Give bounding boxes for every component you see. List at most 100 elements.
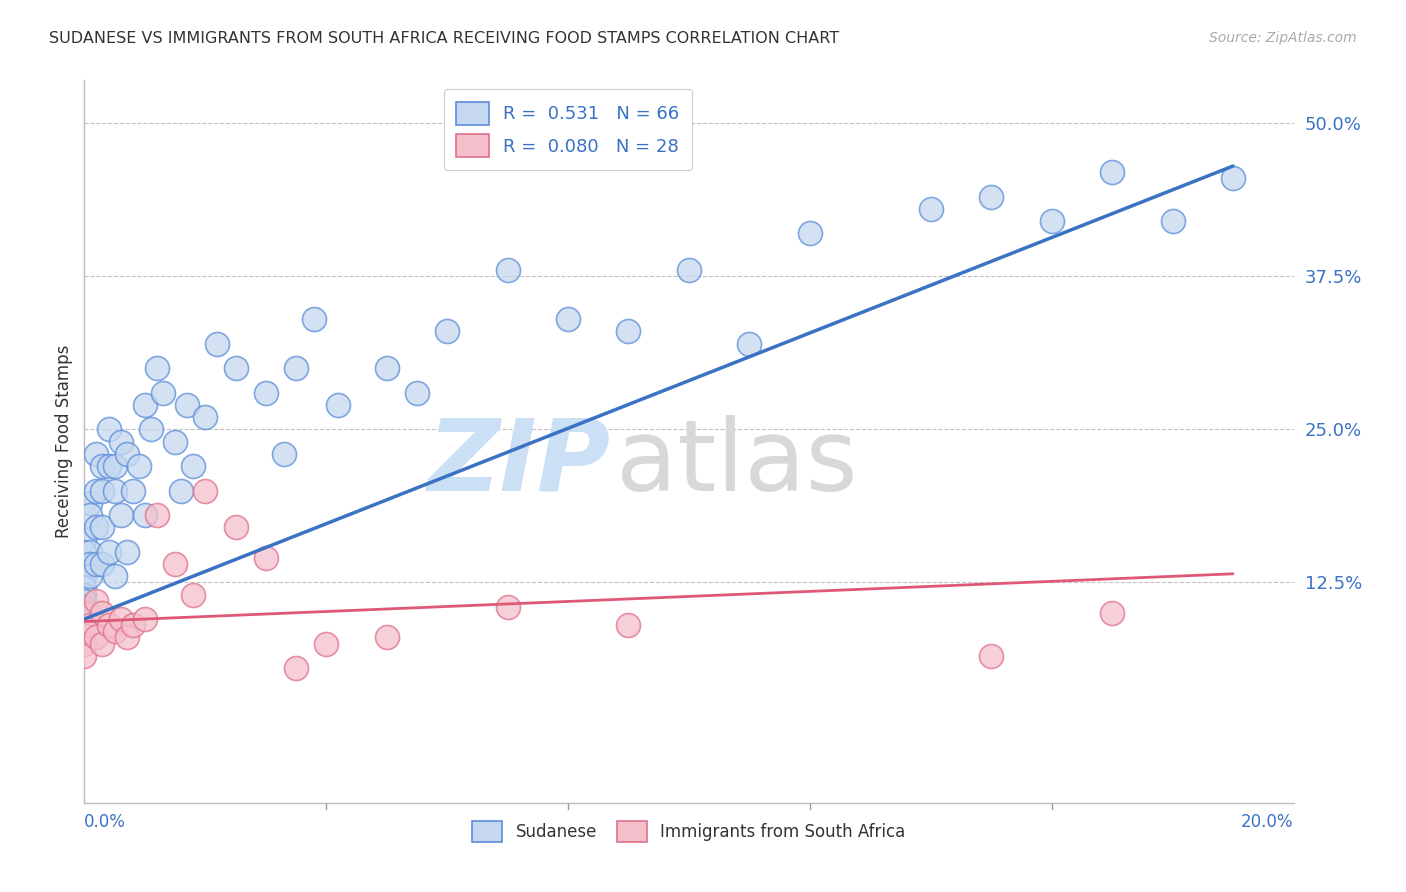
Point (406, 385, 429, 400)
Point (97, 422, 120, 436)
Point (91, 520, 114, 534)
Point (225, 520, 247, 534)
Point (97, 545, 120, 559)
Point (146, 361, 169, 376)
Point (302, 312, 325, 326)
Point (128, 458, 150, 473)
Point (1101, 606, 1123, 620)
Point (165, 434, 187, 449)
Point (134, 398, 156, 412)
Point (73, 582, 96, 596)
Point (496, 599, 519, 614)
Point (79, 557, 101, 571)
Point (115, 545, 138, 559)
Point (86, 483, 108, 498)
Point (181, 458, 204, 473)
Point (920, 202, 942, 216)
Point (557, 312, 579, 326)
Point (73, 637, 96, 651)
Point (496, 263, 519, 277)
Text: atlas: atlas (616, 415, 858, 512)
Legend: Sudanese, Immigrants from South Africa: Sudanese, Immigrants from South Africa (465, 814, 912, 848)
Point (73, 606, 96, 620)
Point (79, 545, 101, 559)
Point (73, 588, 96, 602)
Text: SUDANESE VS IMMIGRANTS FROM SOUTH AFRICA RECEIVING FOOD STAMPS CORRELATION CHART: SUDANESE VS IMMIGRANTS FROM SOUTH AFRICA… (49, 31, 839, 46)
Point (104, 624, 127, 639)
Text: 20.0%: 20.0% (1241, 813, 1294, 830)
Point (176, 398, 198, 412)
Point (165, 557, 187, 571)
Point (79, 606, 101, 620)
Point (315, 637, 337, 651)
Point (436, 324, 458, 338)
Point (86, 631, 108, 645)
Point (181, 588, 204, 602)
Point (273, 447, 295, 461)
Point (328, 398, 350, 412)
Y-axis label: Receiving Food Stamps: Receiving Food Stamps (55, 345, 73, 538)
Text: Source: ZipAtlas.com: Source: ZipAtlas.com (1209, 31, 1357, 45)
Point (115, 631, 138, 645)
Point (104, 483, 127, 498)
Point (170, 483, 193, 498)
Point (139, 422, 162, 436)
Point (110, 434, 132, 449)
Point (980, 189, 1002, 203)
Point (121, 618, 143, 632)
Point (73, 533, 96, 547)
Point (799, 227, 821, 241)
Point (1101, 165, 1123, 179)
Point (104, 569, 127, 583)
Point (254, 385, 277, 400)
Point (146, 508, 169, 522)
Point (73, 557, 96, 571)
Point (194, 483, 217, 498)
Point (225, 361, 247, 376)
Point (152, 385, 174, 400)
Point (1222, 171, 1244, 186)
Point (91, 637, 114, 651)
Point (86, 520, 108, 534)
Point (738, 336, 761, 351)
Point (285, 661, 308, 675)
Point (375, 631, 398, 645)
Point (79, 569, 101, 583)
Point (617, 324, 640, 338)
Point (207, 336, 229, 351)
Point (79, 496, 101, 510)
Point (79, 618, 101, 632)
Point (110, 612, 132, 626)
Point (97, 458, 120, 473)
Point (121, 483, 143, 498)
Point (115, 447, 138, 461)
Point (73, 624, 96, 639)
Point (73, 599, 96, 614)
Point (86, 447, 108, 461)
Point (285, 361, 308, 376)
Point (73, 648, 96, 663)
Point (91, 458, 114, 473)
Point (86, 557, 108, 571)
Point (134, 612, 156, 626)
Point (617, 618, 640, 632)
Point (375, 361, 398, 376)
Point (1040, 214, 1063, 228)
Point (86, 593, 108, 607)
Text: ZIP: ZIP (427, 415, 610, 512)
Point (73, 545, 96, 559)
Point (104, 458, 127, 473)
Point (678, 263, 700, 277)
Point (91, 557, 114, 571)
Point (73, 569, 96, 583)
Point (73, 593, 96, 607)
Point (91, 606, 114, 620)
Point (97, 618, 120, 632)
Point (1161, 214, 1184, 228)
Point (91, 483, 114, 498)
Point (254, 550, 277, 565)
Point (110, 508, 132, 522)
Text: 0.0%: 0.0% (84, 813, 127, 830)
Point (194, 410, 217, 425)
Point (79, 508, 101, 522)
